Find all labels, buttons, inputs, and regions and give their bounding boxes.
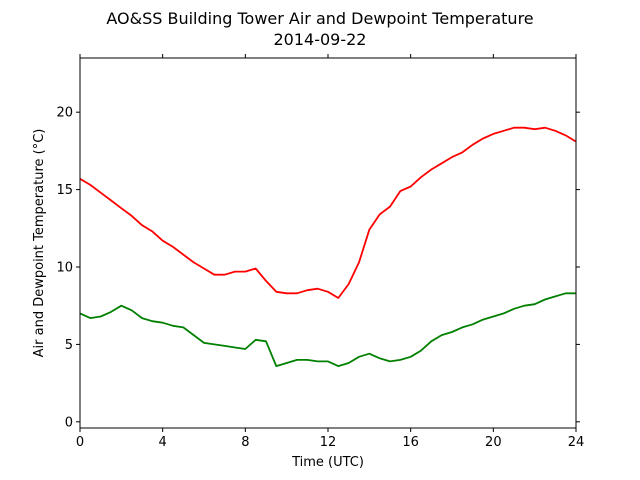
axis-ticks: 0 4 8 12 16 20 24 0 5 10 15 20	[56, 54, 584, 450]
x-tick-label: 0	[76, 435, 84, 450]
series-line-1	[79, 292, 576, 368]
y-tick-label: 0	[65, 415, 73, 430]
y-tick-label: 15	[56, 183, 73, 198]
x-tick-label: 24	[568, 435, 585, 450]
x-tick-label: 12	[320, 435, 337, 450]
x-tick-label: 8	[241, 435, 249, 450]
plot-area	[79, 126, 577, 368]
y-tick-label: 5	[65, 338, 73, 353]
y-axis-label: Air and Dewpoint Temperature (°C)	[32, 129, 47, 358]
chart-subtitle: 2014-09-22	[274, 30, 367, 49]
series-line-0	[79, 126, 577, 299]
x-axis-label: Time (UTC)	[291, 455, 364, 470]
y-tick-label: 20	[56, 106, 73, 121]
x-tick-label: 4	[159, 435, 167, 450]
y-tick-label: 10	[56, 260, 73, 275]
x-tick-label: 20	[485, 435, 502, 450]
chart-title: AO&SS Building Tower Air and Dewpoint Te…	[106, 9, 533, 28]
x-tick-label: 16	[402, 435, 419, 450]
